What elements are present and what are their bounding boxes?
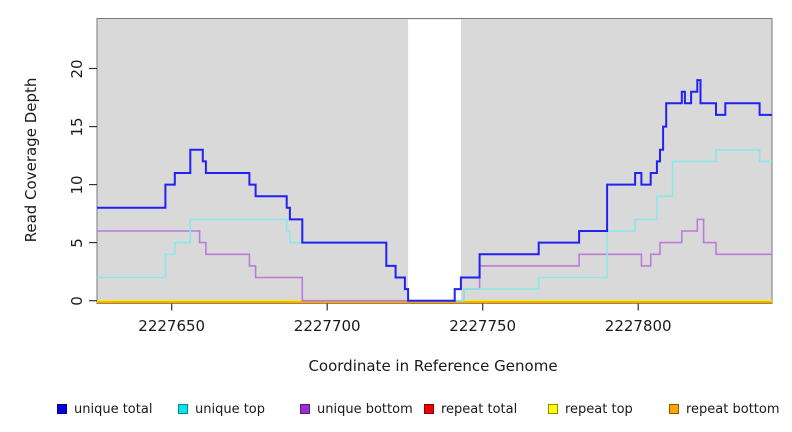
y-tick-label: 20: [68, 58, 86, 79]
legend-item-repeat-bottom: repeat bottom: [669, 401, 780, 417]
x-tick-label: 2227650: [138, 317, 206, 335]
legend-label: unique total: [74, 401, 153, 417]
legend-label: repeat total: [441, 401, 518, 417]
legend-swatch-icon: [424, 404, 434, 414]
legend-swatch-icon: [548, 404, 558, 414]
y-tick-label: 5: [68, 237, 86, 248]
legend-swatch-icon: [57, 404, 67, 414]
gap-band: [408, 19, 461, 304]
x-tick-label: 2227750: [449, 317, 517, 335]
y-tick-label: 15: [68, 117, 86, 137]
legend-label: unique top: [195, 401, 266, 417]
y-tick-label: 0: [68, 295, 86, 306]
x-tick-label: 2227700: [293, 317, 361, 335]
unique-bottom-line: [97, 218, 772, 302]
legend-label: repeat top: [565, 401, 633, 417]
legend-item-unique-bottom: unique bottom: [300, 401, 413, 417]
legend-label: unique bottom: [317, 401, 413, 417]
y-tick-label: 10: [68, 175, 86, 195]
y-axis-title: Read Coverage Depth: [22, 77, 40, 243]
legend-item-repeat-total: repeat total: [424, 401, 517, 417]
legend-item-repeat-top: repeat top: [548, 401, 633, 417]
x-tick-label: 2227800: [604, 317, 672, 335]
legend-swatch-icon: [300, 404, 310, 414]
unique-total-line: [97, 79, 772, 302]
legend-swatch-icon: [669, 404, 679, 414]
x-axis-title: Coordinate in Reference Genome: [308, 357, 558, 375]
legend-item-unique-total: unique total: [57, 401, 152, 417]
legend-swatch-icon: [178, 404, 188, 414]
legend-label: repeat bottom: [686, 401, 780, 417]
legend-item-unique-top: unique top: [178, 401, 265, 417]
